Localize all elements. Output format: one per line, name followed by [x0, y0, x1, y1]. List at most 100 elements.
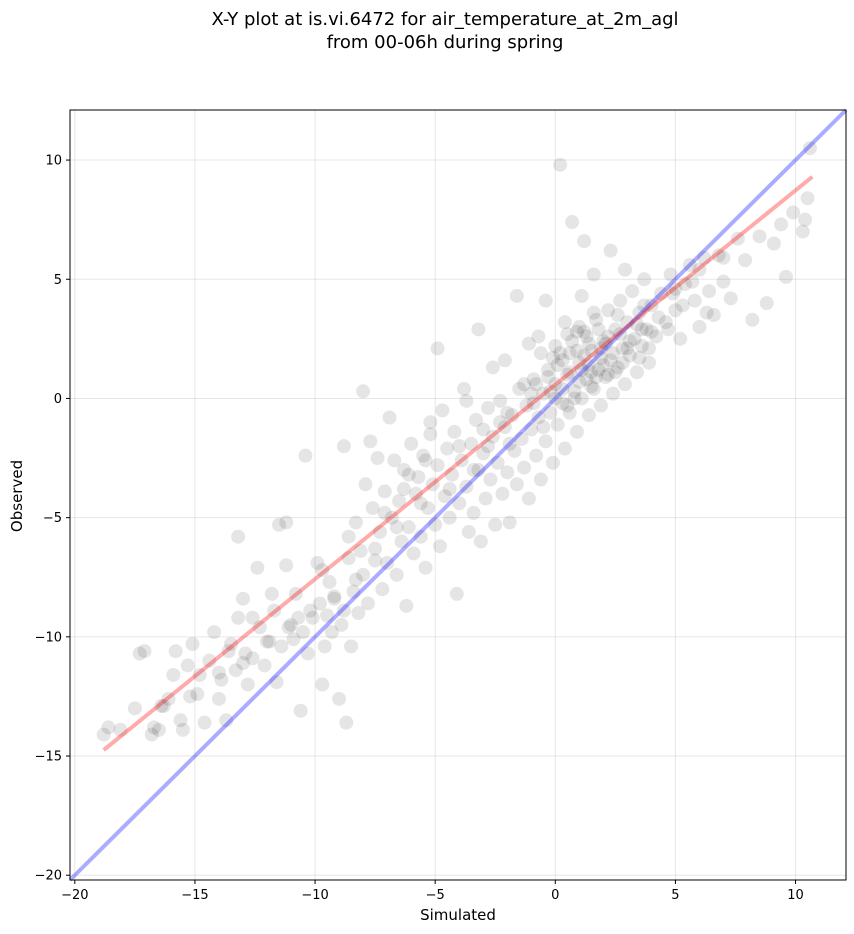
- data-point: [175, 722, 190, 737]
- data-point: [574, 288, 589, 303]
- data-point: [605, 346, 620, 361]
- data-point: [404, 436, 419, 451]
- data-point: [279, 515, 294, 530]
- data-point: [682, 257, 697, 272]
- data-point: [536, 420, 551, 435]
- data-point: [202, 653, 217, 668]
- data-point: [377, 505, 392, 520]
- data-point: [430, 458, 445, 473]
- data-point: [586, 267, 601, 282]
- data-point: [147, 720, 162, 735]
- data-point: [531, 410, 546, 425]
- data-point: [699, 305, 714, 320]
- data-point: [416, 448, 431, 463]
- data-point: [555, 396, 570, 411]
- data-point: [649, 329, 664, 344]
- data-point: [303, 603, 318, 618]
- data-point: [581, 336, 596, 351]
- data-point: [593, 341, 608, 356]
- data-point: [517, 460, 532, 475]
- data-point: [459, 479, 474, 494]
- data-point: [372, 524, 387, 539]
- chart-title-line-1: X-Y plot at is.vi.6472 for air_temperatu…: [211, 9, 678, 30]
- data-point: [545, 350, 560, 365]
- x-tick-label: 0: [551, 888, 559, 903]
- data-point: [598, 336, 613, 351]
- data-point: [639, 322, 654, 337]
- data-point: [632, 350, 647, 365]
- data-point: [593, 350, 608, 365]
- data-point: [235, 656, 250, 671]
- data-point: [591, 362, 606, 377]
- data-point: [272, 517, 287, 532]
- data-point: [581, 408, 596, 423]
- data-point: [348, 515, 363, 530]
- data-point: [608, 365, 623, 380]
- data-point: [425, 477, 440, 492]
- data-point: [562, 365, 577, 380]
- data-point: [344, 639, 359, 654]
- data-point: [514, 431, 529, 446]
- data-point: [380, 555, 395, 570]
- data-point: [351, 606, 366, 621]
- data-point: [786, 205, 801, 220]
- data-point: [526, 372, 541, 387]
- data-point: [495, 486, 510, 501]
- data-point: [365, 501, 380, 516]
- data-point: [293, 703, 308, 718]
- data-point: [238, 646, 253, 661]
- chart-title-line-2: from 00-06h during spring: [327, 32, 564, 53]
- data-point: [442, 510, 457, 525]
- data-point: [644, 324, 659, 339]
- data-point: [637, 272, 652, 287]
- data-point: [586, 305, 601, 320]
- data-point: [384, 510, 399, 525]
- data-point: [526, 396, 541, 411]
- data-point: [500, 405, 515, 420]
- data-point: [190, 687, 205, 702]
- axis-ticks: −20 −15 −10 −5 0 5 10 −20 −15 −10 −5 0 5 10: [35, 154, 804, 903]
- data-point: [252, 620, 267, 635]
- data-point: [548, 377, 563, 392]
- data-point: [341, 551, 356, 566]
- data-point: [567, 391, 582, 406]
- data-point: [601, 367, 616, 382]
- data-point: [151, 722, 166, 737]
- data-point: [759, 296, 774, 311]
- data-point: [661, 322, 676, 337]
- data-point: [322, 575, 337, 590]
- data-point: [310, 555, 325, 570]
- data-point: [370, 451, 385, 466]
- data-point: [622, 334, 637, 349]
- data-point: [219, 713, 234, 728]
- data-point: [800, 191, 815, 206]
- data-point: [687, 293, 702, 308]
- data-point: [127, 701, 142, 716]
- data-point: [413, 529, 428, 544]
- plot-frame: [69, 109, 847, 881]
- data-point: [634, 339, 649, 354]
- data-point: [641, 355, 656, 370]
- data-point: [658, 315, 673, 330]
- data-point: [577, 348, 592, 363]
- data-point: [795, 224, 810, 239]
- x-tick-label: −5: [426, 888, 445, 903]
- data-point: [562, 405, 577, 420]
- data-point: [723, 291, 738, 306]
- data-point: [192, 667, 207, 682]
- y-tick-label: −20: [35, 869, 62, 884]
- data-point: [363, 434, 378, 449]
- data-point: [644, 298, 659, 313]
- data-point: [505, 408, 520, 423]
- data-point: [312, 596, 327, 611]
- data-point: [382, 410, 397, 425]
- data-point: [596, 334, 611, 349]
- data-point: [521, 491, 536, 506]
- y-tick-label: 10: [45, 154, 62, 169]
- data-point: [605, 386, 620, 401]
- x-tick-label: −10: [301, 888, 328, 903]
- data-point: [507, 443, 522, 458]
- data-point: [452, 439, 467, 454]
- data-point: [706, 308, 721, 323]
- data-point: [497, 420, 512, 435]
